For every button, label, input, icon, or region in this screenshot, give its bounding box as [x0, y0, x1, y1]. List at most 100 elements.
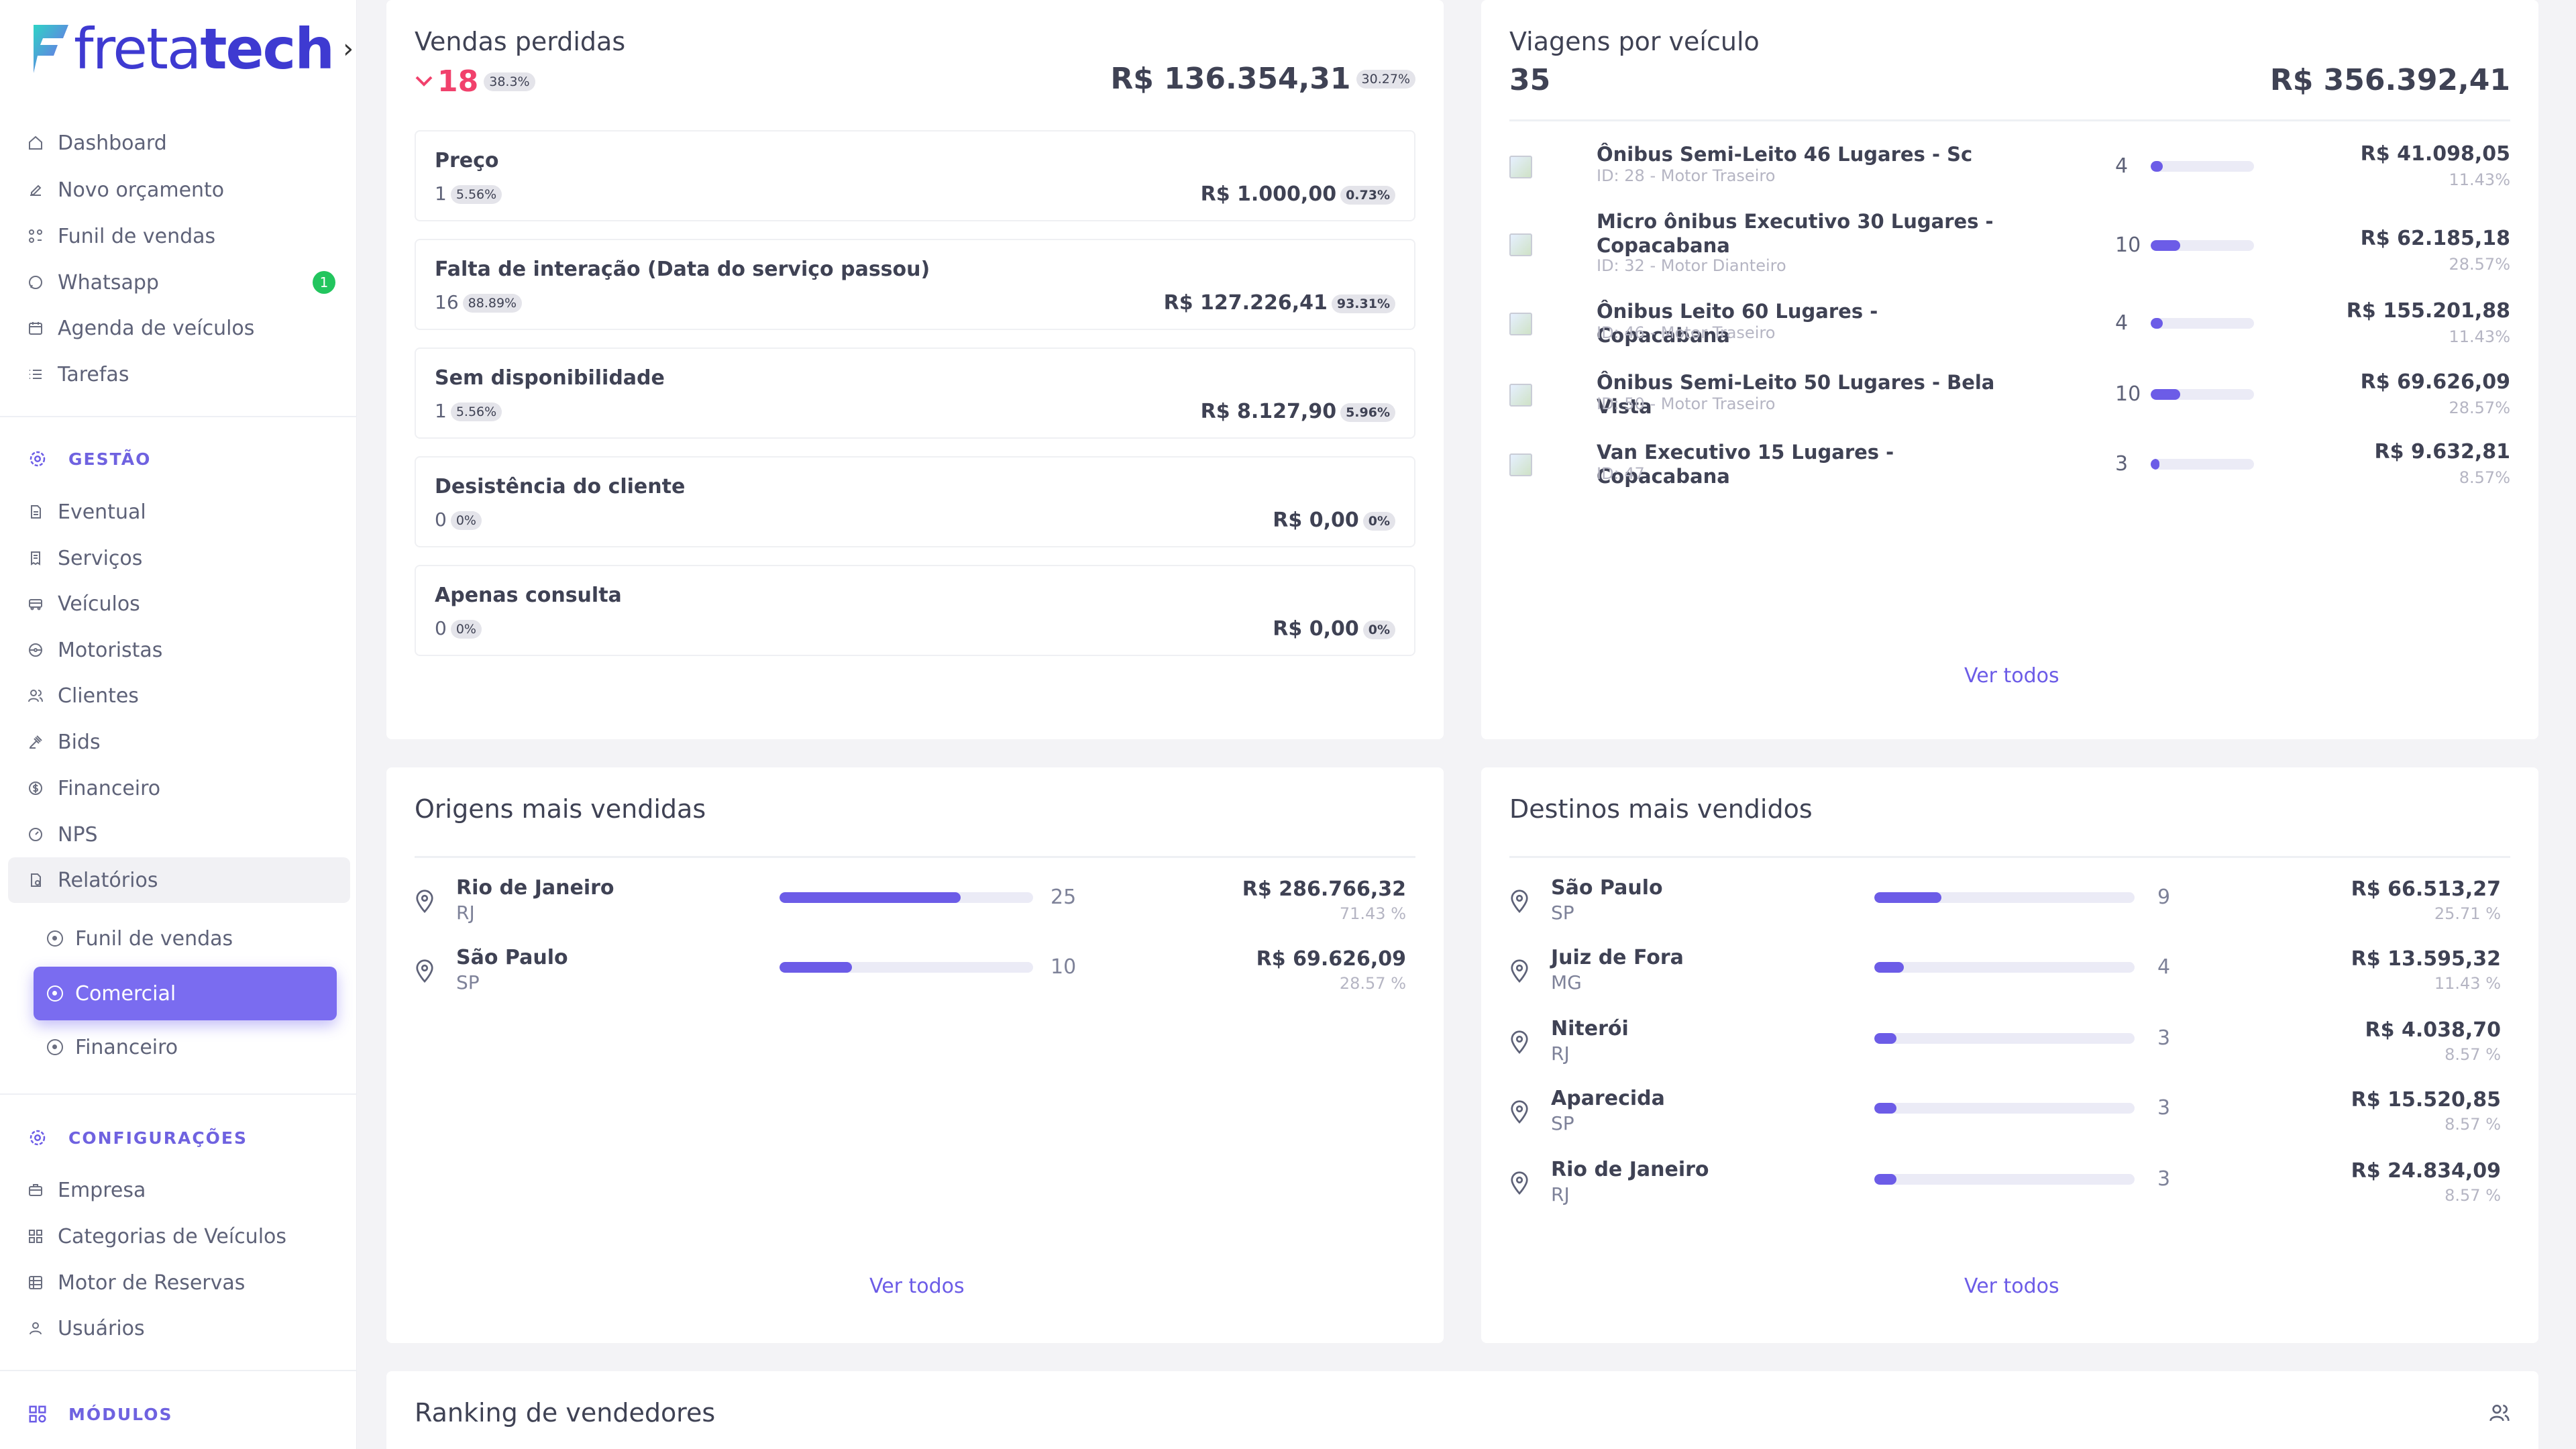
reason-count: 1 5.56%: [435, 182, 502, 205]
divider: [0, 1370, 357, 1371]
location-value: R$ 66.513,27: [2351, 877, 2501, 901]
location-pct: 11.43 %: [2434, 974, 2501, 993]
nav-whatsapp[interactable]: Whatsapp: [27, 263, 159, 302]
nav-label: Veículos: [58, 592, 140, 616]
nav-bids[interactable]: Bids: [27, 722, 101, 761]
reason-count: 1 5.56%: [435, 400, 502, 422]
sub-comercial[interactable]: Comercial: [34, 967, 337, 1020]
map-pin-icon: [1509, 959, 1529, 983]
location-count: 3: [2157, 1167, 2171, 1191]
sub-label: Comercial: [75, 981, 176, 1006]
nav-dashboard[interactable]: Dashboard: [27, 123, 167, 162]
nav-label: Financeiro: [58, 776, 161, 800]
location-state: RJ: [456, 902, 475, 924]
home-icon: [27, 134, 44, 152]
card-title: Vendas perdidas: [415, 27, 626, 56]
vehicle-count: 4: [2115, 311, 2129, 335]
vehicle-row[interactable]: Ônibus Semi-Leito 50 Lugares - Bela Vist…: [1509, 370, 2510, 431]
vehicle-pct: 8.57%: [2459, 468, 2510, 487]
location-pct: 8.57 %: [2445, 1045, 2501, 1064]
nav-usuarios[interactable]: Usuários: [27, 1309, 145, 1348]
nav-label: Motoristas: [58, 638, 163, 662]
users-icon: [27, 687, 44, 704]
nav-motoristas[interactable]: Motoristas: [27, 631, 162, 669]
logo[interactable]: fretatech ›: [30, 19, 354, 79]
sub-funil-de-vendas[interactable]: Funil de vendas: [47, 919, 233, 958]
steering-wheel-icon: [27, 641, 44, 659]
nav-tarefas[interactable]: Tarefas: [27, 355, 129, 394]
location-count: 4: [2157, 955, 2171, 979]
nav-eventual[interactable]: Eventual: [27, 492, 146, 531]
location-progress: [780, 892, 1033, 903]
nav-funil-de-vendas[interactable]: Funil de vendas: [27, 217, 215, 256]
funnel-icon: [27, 227, 44, 245]
trips-count: 35: [1509, 63, 1551, 97]
nav-financeiro[interactable]: Financeiro: [27, 769, 160, 808]
sub-financeiro[interactable]: Financeiro: [47, 1028, 178, 1067]
location-row: Juiz de Fora MG 4 R$ 13.595,32 11.43 %: [1509, 946, 2510, 1013]
vehicle-name: Ônibus Semi-Leito 50 Lugares - Bela Vist…: [1597, 371, 1995, 418]
location-pct: 28.57 %: [1339, 974, 1406, 993]
location-value: R$ 15.520,85: [2351, 1088, 2501, 1112]
vehicle-row[interactable]: Van Executivo 15 Lugares - Copacabana ID…: [1509, 440, 2510, 500]
nav-clientes[interactable]: Clientes: [27, 676, 139, 715]
vehicle-value: R$ 69.626,09: [2360, 370, 2510, 394]
see-all-link[interactable]: Ver todos: [869, 1275, 965, 1298]
sub-label: Financeiro: [75, 1035, 178, 1059]
location-value: R$ 24.834,09: [2351, 1159, 2501, 1183]
reason-value: R$ 0,00 0%: [1273, 508, 1395, 532]
nav-label: NPS: [58, 822, 98, 847]
users-icon[interactable]: [2489, 1402, 2510, 1426]
vehicle-image: [1509, 313, 1532, 335]
vehicle-image: [1509, 233, 1532, 256]
location-value: R$ 13.595,32: [2351, 947, 2501, 971]
document-icon: [27, 503, 44, 521]
location-city: Aparecida: [1551, 1087, 1665, 1110]
vehicle-row[interactable]: Micro ônibus Executivo 30 Lugares - Copa…: [1509, 209, 2510, 275]
location-pct: 8.57 %: [2445, 1115, 2501, 1134]
nav-agenda-veiculos[interactable]: Agenda de veículos: [27, 309, 254, 347]
see-all-link[interactable]: Ver todos: [1964, 1275, 2059, 1298]
lost-count-pct: 38.3%: [484, 72, 535, 91]
chevron-down-icon: [415, 70, 433, 93]
chevron-right-icon[interactable]: ›: [343, 34, 354, 64]
nav-label: Serviços: [58, 546, 143, 570]
vehicle-row[interactable]: Ônibus Leito 60 Lugares - Copacabana ID:…: [1509, 299, 2510, 360]
settings-icon: [27, 448, 48, 470]
nav-label: Empresa: [58, 1178, 146, 1202]
vehicle-value: R$ 155.201,88: [2346, 299, 2510, 323]
vehicle-row[interactable]: Ônibus Semi-Leito 46 Lugares - Sc ID: 28…: [1509, 142, 2510, 203]
lost-count: 18: [437, 64, 479, 99]
reason-value: R$ 8.127,90 5.96%: [1201, 400, 1395, 423]
reason-count: 0 0%: [435, 508, 482, 531]
modules-icon: [27, 1403, 48, 1425]
vehicle-progress: [2151, 389, 2254, 400]
nav-label: Whatsapp: [58, 270, 159, 294]
nav-relatorios[interactable]: Relatórios: [27, 861, 158, 900]
location-pct: 25.71 %: [2434, 904, 2501, 923]
nav-novo-orcamento[interactable]: Novo orçamento: [27, 170, 224, 209]
nav-categorias[interactable]: Categorias de Veículos: [27, 1217, 286, 1256]
reason-title: Desistência do cliente: [435, 475, 686, 498]
nav-label: Clientes: [58, 684, 139, 708]
nav-label: Usuários: [58, 1316, 145, 1340]
nav-nps[interactable]: NPS: [27, 815, 98, 854]
location-progress: [1874, 1103, 2135, 1114]
lost-total: R$ 136.354,31: [1110, 62, 1351, 96]
location-row: Niterói RJ 3 R$ 4.038,70 8.57 %: [1509, 1017, 2510, 1084]
nav-veiculos[interactable]: Veículos: [27, 584, 140, 623]
nav-servicos[interactable]: Serviços: [27, 539, 142, 578]
vehicle-name: Ônibus Leito 60 Lugares - Copacabana: [1597, 300, 1878, 347]
lost-sales-count: 18 38.3%: [415, 64, 535, 99]
location-city: São Paulo: [1551, 876, 1663, 900]
see-all-link[interactable]: Ver todos: [1964, 664, 2059, 688]
nav-label: Bids: [58, 730, 101, 754]
location-row: São Paulo SP 10 R$ 69.626,09 28.57 %: [415, 946, 1415, 1013]
vehicle-value: R$ 41.098,05: [2360, 142, 2510, 166]
location-count: 3: [2157, 1096, 2171, 1120]
nav-motor-reservas[interactable]: Motor de Reservas: [27, 1263, 245, 1302]
location-city: Niterói: [1551, 1017, 1629, 1040]
nav-empresa[interactable]: Empresa: [27, 1171, 146, 1210]
location-row: Rio de Janeiro RJ 25 R$ 286.766,32 71.43…: [415, 876, 1415, 943]
nav-relatorios-highlight: [8, 857, 350, 903]
